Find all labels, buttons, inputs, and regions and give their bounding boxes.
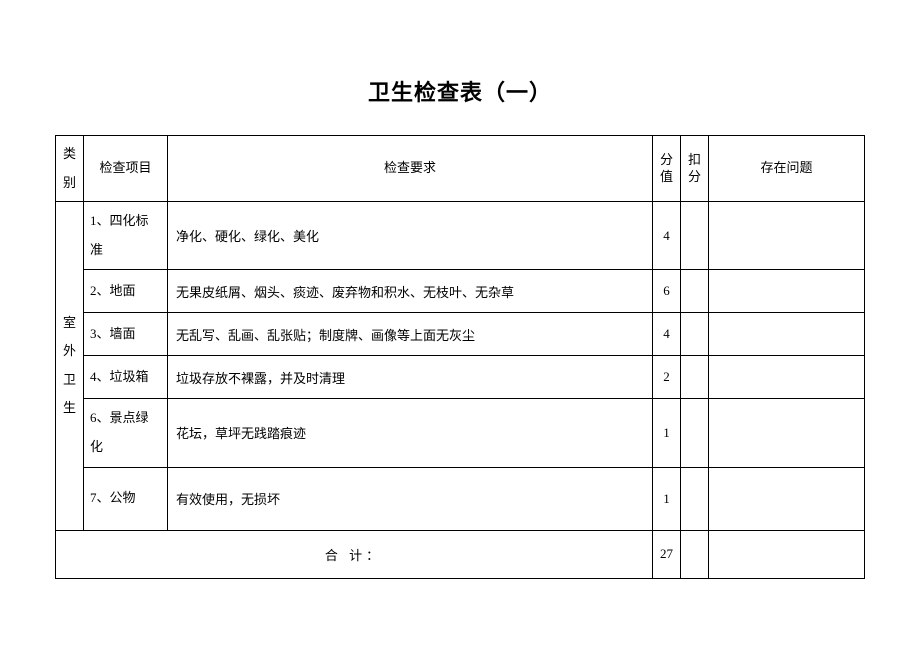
inspection-table: 类别 检查项目 检查要求 分值 扣分 存在问题 室外卫生 1、四化标准 净化、硬… xyxy=(55,135,865,579)
table-row: 2、地面 无果皮纸屑、烟头、痰迹、废弃物和积水、无枝叶、无杂草 6 xyxy=(56,270,865,313)
category-cell: 室外卫生 xyxy=(56,202,84,530)
table-row: 6、景点绿化 花坛，草坪无践踏痕迹 1 xyxy=(56,399,865,467)
deduct-cell xyxy=(681,270,709,313)
problem-cell xyxy=(709,270,865,313)
score-cell: 4 xyxy=(653,313,681,356)
header-deduct: 扣分 xyxy=(681,136,709,202)
total-label: 合 计： xyxy=(56,530,653,578)
deduct-cell xyxy=(681,399,709,467)
problem-cell xyxy=(709,399,865,467)
deduct-cell xyxy=(681,356,709,399)
problem-cell xyxy=(709,202,865,270)
header-category: 类别 xyxy=(56,136,84,202)
deduct-cell xyxy=(681,313,709,356)
score-cell: 1 xyxy=(653,467,681,530)
requirement-cell: 净化、硬化、绿化、美化 xyxy=(168,202,653,270)
table-row: 4、垃圾箱 垃圾存放不裸露，并及时清理 2 xyxy=(56,356,865,399)
header-requirement: 检查要求 xyxy=(168,136,653,202)
table-row: 3、墙面 无乱写、乱画、乱张贴；制度牌、画像等上面无灰尘 4 xyxy=(56,313,865,356)
total-deduct xyxy=(681,530,709,578)
requirement-cell: 花坛，草坪无践踏痕迹 xyxy=(168,399,653,467)
total-row: 合 计： 27 xyxy=(56,530,865,578)
deduct-cell xyxy=(681,202,709,270)
problem-cell xyxy=(709,356,865,399)
problem-cell xyxy=(709,313,865,356)
item-cell: 6、景点绿化 xyxy=(84,399,168,467)
header-score: 分值 xyxy=(653,136,681,202)
total-value: 27 xyxy=(653,530,681,578)
problem-cell xyxy=(709,467,865,530)
requirement-cell: 无果皮纸屑、烟头、痰迹、废弃物和积水、无枝叶、无杂草 xyxy=(168,270,653,313)
score-cell: 4 xyxy=(653,202,681,270)
table-row: 室外卫生 1、四化标准 净化、硬化、绿化、美化 4 xyxy=(56,202,865,270)
score-cell: 6 xyxy=(653,270,681,313)
page-title: 卫生检查表（一） xyxy=(55,75,865,107)
header-item: 检查项目 xyxy=(84,136,168,202)
total-problem xyxy=(709,530,865,578)
score-cell: 1 xyxy=(653,399,681,467)
header-problem: 存在问题 xyxy=(709,136,865,202)
table-row: 7、公物 有效使用，无损坏 1 xyxy=(56,467,865,530)
item-cell: 1、四化标准 xyxy=(84,202,168,270)
header-row: 类别 检查项目 检查要求 分值 扣分 存在问题 xyxy=(56,136,865,202)
requirement-cell: 垃圾存放不裸露，并及时清理 xyxy=(168,356,653,399)
deduct-cell xyxy=(681,467,709,530)
score-cell: 2 xyxy=(653,356,681,399)
requirement-cell: 无乱写、乱画、乱张贴；制度牌、画像等上面无灰尘 xyxy=(168,313,653,356)
item-cell: 4、垃圾箱 xyxy=(84,356,168,399)
item-cell: 2、地面 xyxy=(84,270,168,313)
item-cell: 7、公物 xyxy=(84,467,168,530)
item-cell: 3、墙面 xyxy=(84,313,168,356)
requirement-cell: 有效使用，无损坏 xyxy=(168,467,653,530)
